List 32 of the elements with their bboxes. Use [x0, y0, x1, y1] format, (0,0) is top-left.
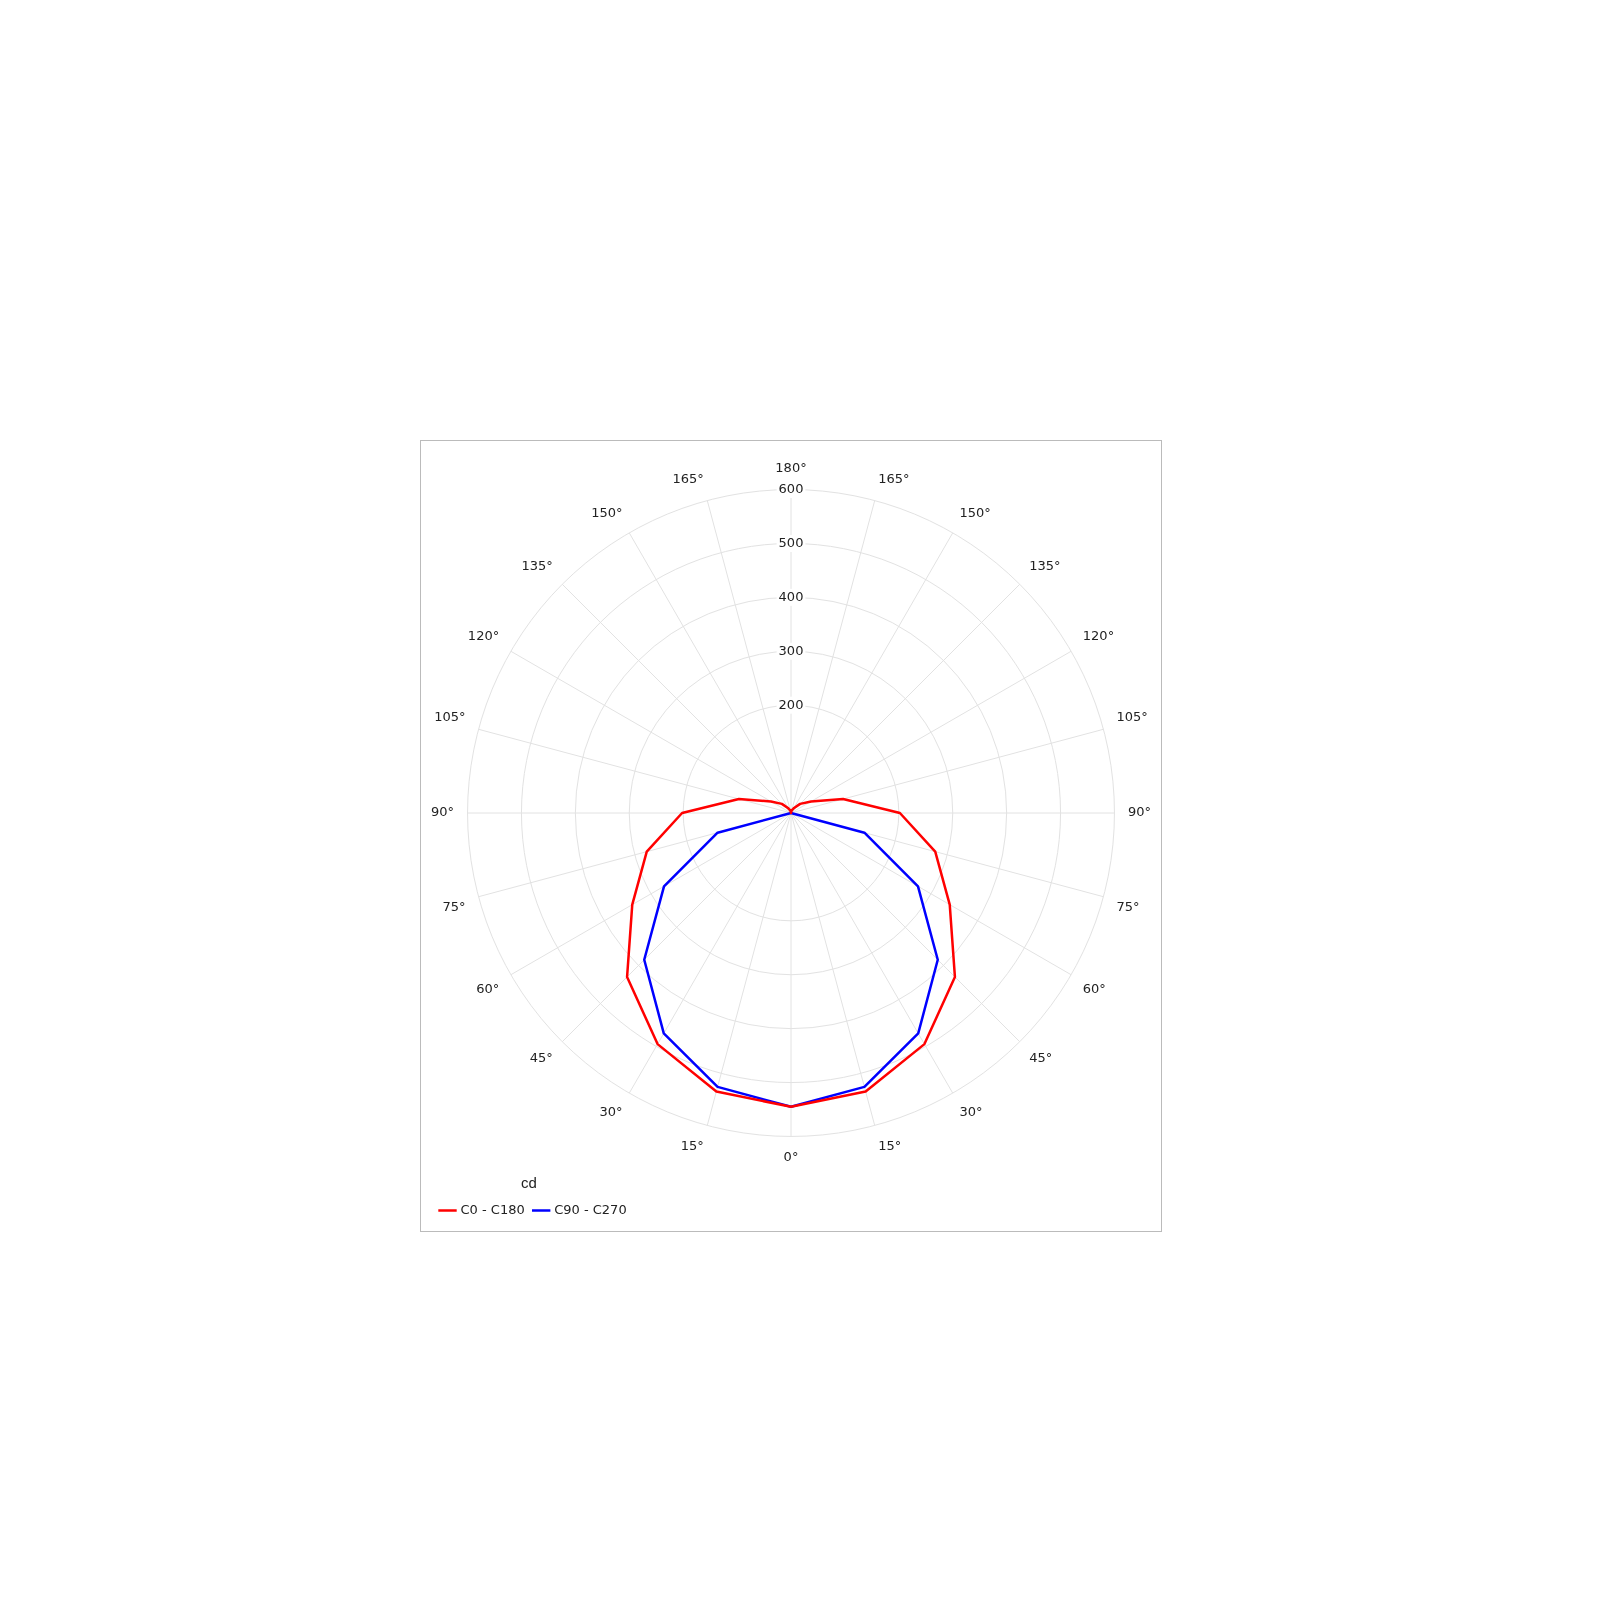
spoke-label: 120° [467, 628, 500, 644]
spoke-label: 75° [442, 899, 466, 915]
spoke-label: 90° [1127, 804, 1151, 820]
spoke-label: 0° [783, 1149, 799, 1165]
spoke-label: 60° [476, 980, 500, 996]
y-tick-label: 300 [778, 642, 804, 658]
spoke-label: 60° [1082, 980, 1106, 996]
spoke-label: 165° [672, 471, 704, 487]
spoke-label: 135° [1029, 558, 1061, 574]
spoke-label: 105° [434, 709, 466, 725]
y-tick-label: 600 [778, 480, 804, 496]
spoke-label: 180° [775, 459, 807, 475]
spoke-label: 135° [521, 558, 553, 574]
spoke-label: 45° [529, 1050, 553, 1066]
spoke-label: 15° [680, 1137, 704, 1153]
y-tick-label: 400 [778, 588, 804, 604]
spoke-label: 150° [959, 504, 991, 520]
spoke-label: 45° [1029, 1050, 1053, 1066]
spoke-label: 150° [591, 504, 623, 520]
spoke-label: 15° [878, 1137, 902, 1153]
spoke-label: 30° [599, 1103, 623, 1119]
spoke-label: 75° [1116, 899, 1140, 915]
y-tick-label: 200 [778, 696, 804, 712]
spoke-label: 90° [431, 804, 455, 820]
legend-title: cd [520, 1173, 537, 1191]
spoke-label: 30° [959, 1103, 983, 1119]
spoke-label: 105° [1116, 709, 1148, 725]
legend-label: C90 - C270 [554, 1201, 627, 1217]
spoke-label: 120° [1082, 628, 1115, 644]
spoke-label: 165° [878, 471, 910, 487]
y-tick-label: 500 [778, 534, 804, 550]
legend-label: C0 - C180 [460, 1201, 525, 1217]
